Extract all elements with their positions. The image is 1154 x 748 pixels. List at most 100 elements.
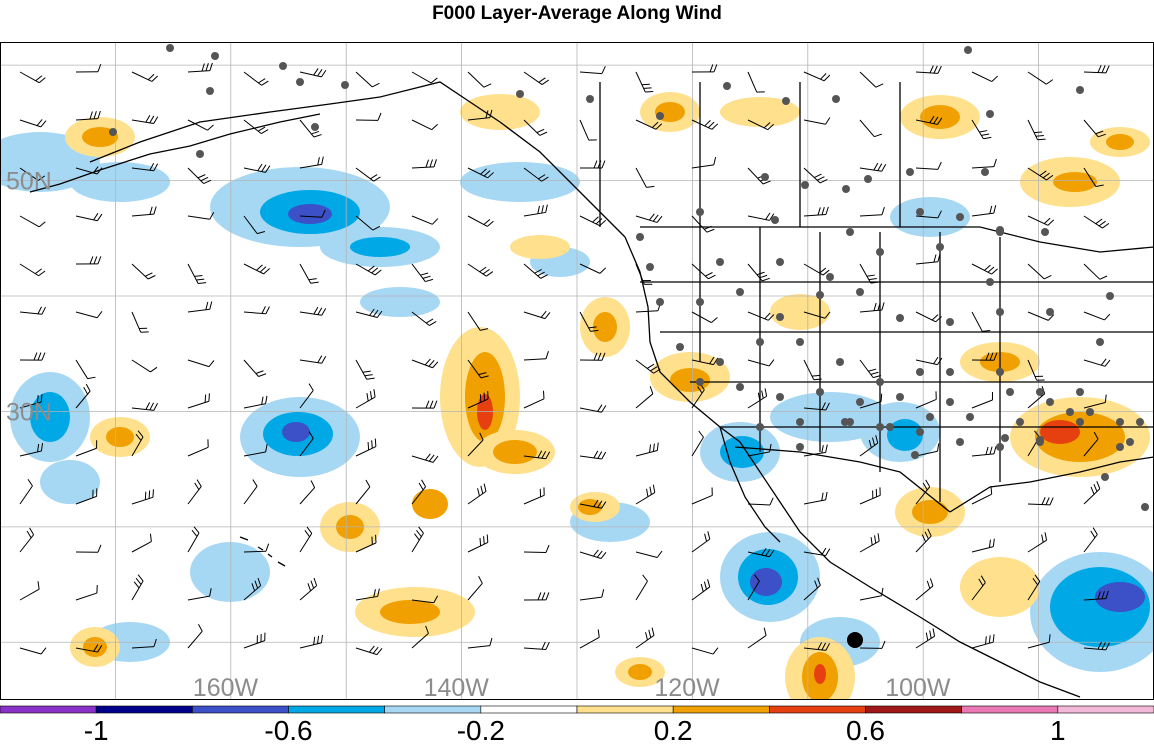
station-dot — [696, 208, 704, 216]
chart-title: F000 Layer-Average Along Wind — [0, 0, 1154, 36]
lon-label: 100W — [885, 674, 951, 700]
station-dot — [109, 128, 117, 136]
station-dot — [1016, 418, 1024, 426]
station-dot — [516, 90, 524, 98]
station-dot — [826, 273, 834, 281]
station-dot — [796, 443, 804, 451]
positive-shade — [628, 664, 652, 680]
station-dot — [996, 443, 1004, 451]
station-dot — [1076, 86, 1084, 94]
station-dot — [966, 413, 974, 421]
station-dot — [279, 62, 287, 70]
station-dot — [956, 213, 964, 221]
station-dot — [996, 228, 1004, 236]
station-dot — [776, 313, 784, 321]
station-dot — [801, 181, 809, 189]
station-dot — [756, 338, 764, 346]
station-dot — [1006, 388, 1014, 396]
negative-shade — [350, 237, 410, 257]
station-dot — [796, 338, 804, 346]
station-dot — [911, 451, 919, 459]
station-dot — [956, 438, 964, 446]
positive-shade — [1106, 134, 1134, 150]
station-dot — [636, 233, 644, 241]
station-dot — [1046, 308, 1054, 316]
station-dot — [964, 46, 972, 54]
station-dot — [1086, 408, 1094, 416]
positive-shade — [960, 557, 1040, 617]
station-dot — [1096, 338, 1104, 346]
positive-shade — [593, 312, 617, 342]
colorbar-bin — [192, 706, 288, 713]
colorbar-bin — [769, 706, 865, 713]
negative-shade — [282, 422, 310, 442]
positive-shade — [106, 427, 134, 447]
station-dot — [776, 393, 784, 401]
station-dot — [841, 418, 849, 426]
colorbar-bin — [289, 706, 385, 713]
colorbar-bin — [0, 706, 96, 713]
station-dot — [996, 368, 1004, 376]
station-dot — [646, 263, 654, 271]
colorbar-tick-label: 0.6 — [846, 715, 885, 743]
station-dot — [816, 388, 824, 396]
colorbar-labels: -1 -0.6 -0.2 0.2 0.6 1 — [84, 715, 1066, 743]
station-dot — [856, 398, 864, 406]
lat-label: 30N — [6, 398, 52, 426]
colorbar: -1 -0.6 -0.2 0.2 0.6 1 — [0, 705, 1154, 743]
positive-shade — [920, 105, 960, 129]
station-dot — [716, 358, 724, 366]
station-dot — [1141, 503, 1149, 511]
positive-shade — [412, 489, 448, 519]
station-dot — [656, 298, 664, 306]
colorbar-bin — [385, 706, 481, 713]
station-dot — [936, 243, 944, 251]
station-dot — [876, 423, 884, 431]
station-dot — [996, 308, 1004, 316]
station-dot — [1136, 418, 1144, 426]
station-dot — [1001, 434, 1009, 442]
station-dot — [1106, 292, 1114, 300]
station-dot — [916, 208, 924, 216]
station-dot — [586, 95, 594, 103]
station-dot — [946, 368, 954, 376]
station-dot — [696, 378, 704, 386]
station-dot — [723, 82, 731, 90]
colorbar-tick-label: 0.2 — [654, 715, 693, 743]
station-dot — [916, 428, 924, 436]
colorbar-bin — [577, 706, 673, 713]
negative-shade — [288, 204, 332, 224]
station-dot — [1076, 418, 1084, 426]
station-dot — [986, 110, 994, 118]
station-dot — [896, 393, 904, 401]
station-dot — [1116, 443, 1124, 451]
colorbar-tick-label: 1 — [1050, 715, 1066, 743]
colorbar-bin — [481, 706, 577, 713]
station-dot — [771, 216, 779, 224]
station-dot — [856, 288, 864, 296]
station-dot — [1126, 438, 1134, 446]
station-dot — [166, 44, 174, 52]
station-dot — [946, 318, 954, 326]
station-dot — [864, 175, 872, 183]
positive-shade — [912, 500, 948, 524]
positive-shade — [380, 600, 440, 624]
station-dot — [981, 168, 989, 176]
colorbar-tick-label: -1 — [84, 715, 109, 743]
colorbar-tick-label: -0.2 — [457, 715, 505, 743]
colorbar-bins — [0, 706, 1154, 713]
station-dot — [842, 185, 850, 193]
station-dot — [816, 291, 824, 299]
station-dot — [211, 52, 219, 60]
station-dot — [986, 278, 994, 286]
station-dot — [906, 168, 914, 176]
station-dot — [736, 383, 744, 391]
lon-label: 120W — [654, 674, 720, 700]
station-dot — [196, 150, 204, 158]
colorbar-svg: -1 -0.6 -0.2 0.2 0.6 1 — [0, 705, 1154, 743]
station-dot — [946, 398, 954, 406]
colorbar-tick-label: -0.6 — [264, 715, 312, 743]
colorbar-bin — [1058, 706, 1154, 713]
